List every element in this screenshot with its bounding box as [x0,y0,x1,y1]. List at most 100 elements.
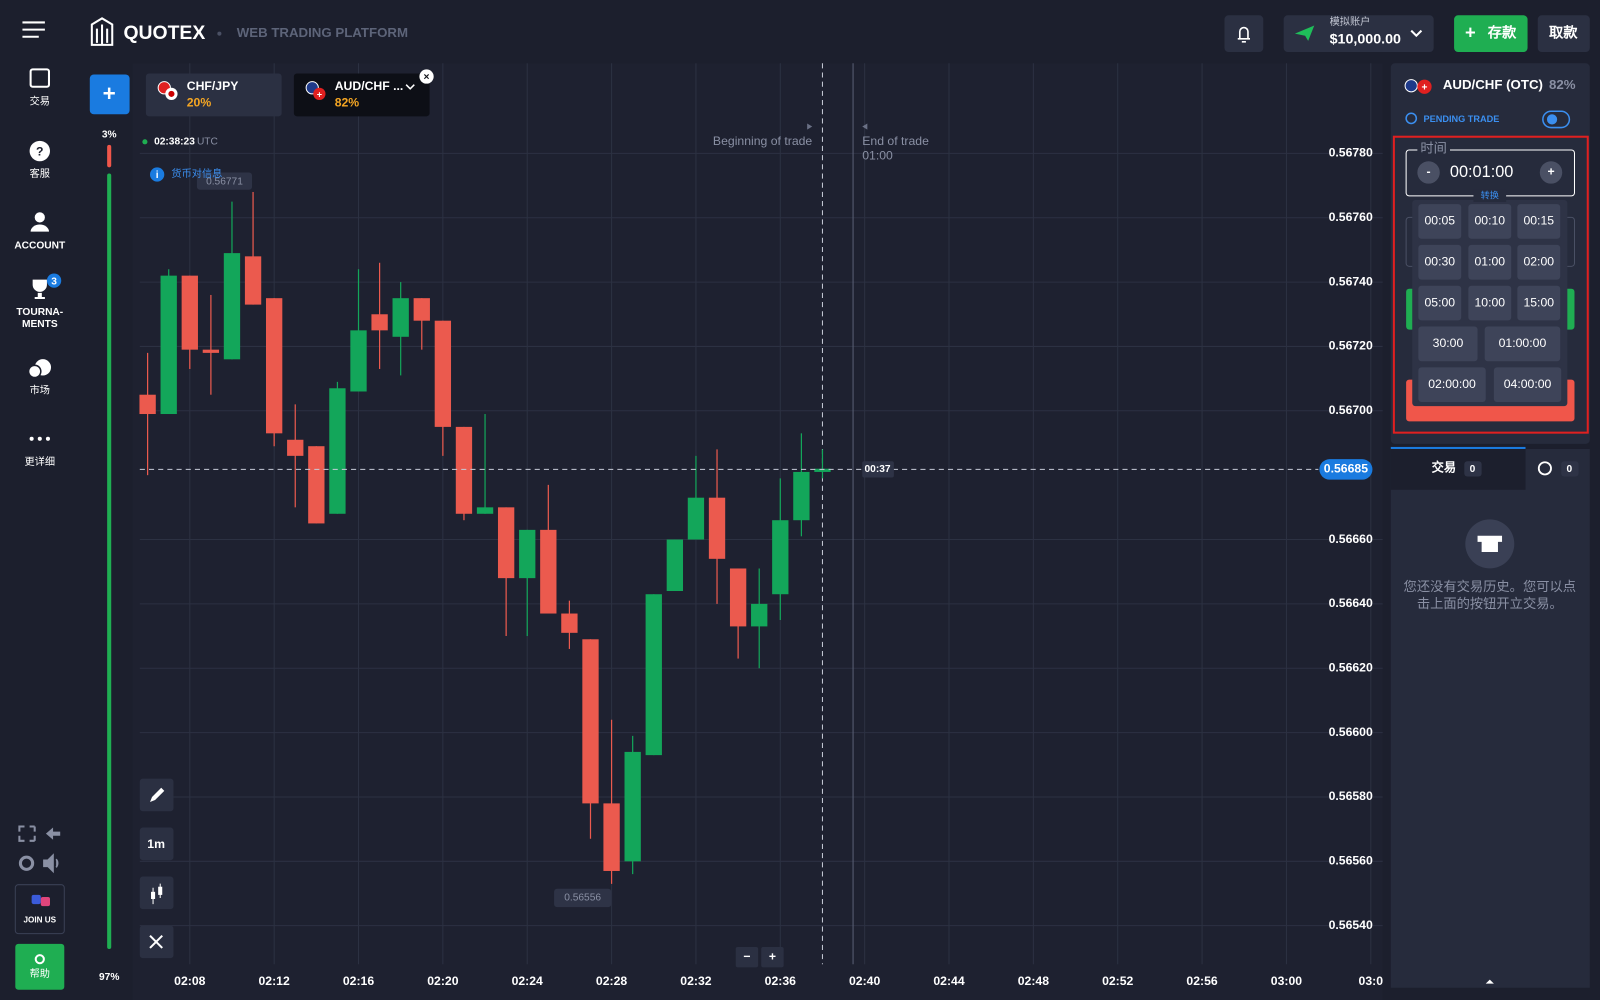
empty-glyph [1477,535,1503,553]
preset-button[interactable] [1493,367,1562,403]
preset-button[interactable] [1468,244,1512,280]
badge [46,273,62,288]
tab-trades[interactable] [1390,448,1526,490]
convert-link[interactable]: 转换 [1481,189,1499,200]
preset-label: 05:00 [1424,295,1455,309]
candle-body [603,803,620,871]
timeframe-button[interactable] [139,827,174,861]
sound-icon[interactable] [43,853,59,874]
arrow-icon [807,123,813,130]
preset-button[interactable] [1418,285,1462,321]
chart-type-button[interactable] [139,876,174,910]
deposit-button[interactable] [1454,15,1528,53]
zoom-in-button[interactable] [761,946,784,968]
more-dot[interactable] [29,436,34,441]
x-tick-label: 02:24 [512,974,543,988]
preset-label: 30:00 [1433,336,1464,350]
asset-tab-active[interactable] [293,73,430,117]
info-icon[interactable] [150,167,165,182]
candle-body [624,751,641,862]
logo-subtitle: WEB TRADING PLATFORM [237,25,408,40]
menu-button[interactable] [22,21,45,38]
expand-icon[interactable] [1485,979,1494,984]
chevron-icon[interactable] [405,84,415,90]
preset-button[interactable] [1418,244,1462,280]
preset-button[interactable] [1418,326,1478,362]
preset-button[interactable] [1517,204,1561,239]
support-icon[interactable] [29,140,50,162]
candle-body [434,320,452,427]
logo-text[interactable]: QUOTEX [123,22,205,44]
settings-icon[interactable] [18,855,35,871]
history-tab-icon[interactable] [1537,461,1552,476]
y-tick-label: 0.56660 [1329,532,1373,546]
low-label: 0.56556 [564,893,601,904]
preset-button[interactable] [1418,204,1462,239]
candle-body [666,539,684,592]
candle-body [223,253,241,360]
logo-icon [90,17,114,46]
pending-toggle[interactable] [1542,110,1571,129]
high-label: 0.56771 [206,176,243,187]
asset-tab[interactable] [145,73,282,117]
preset-button[interactable] [1484,326,1561,362]
asset-payout: 82% [335,95,360,109]
x-tick-label: 02:28 [596,974,627,988]
end-label: End of trade [862,134,929,148]
highlight-box [1392,135,1589,434]
beginning-label: Beginning of trade [713,134,813,148]
account-selector[interactable] [1283,15,1434,53]
close-glyph: × [424,72,430,83]
time-increase-button[interactable] [1539,161,1563,184]
x-tick-label: 02:20 [427,974,458,988]
trade-icon[interactable] [29,68,51,88]
zoom-out-glyph: − [743,949,750,963]
sidebar-label[interactable]: ACCOUNT [14,241,66,252]
fullscreen-icon[interactable] [18,825,36,842]
x-tick-label: 02:08 [174,974,205,988]
join-us-label: JOIN US [23,916,56,925]
withdraw-button[interactable] [1537,15,1590,53]
y-tick-label: 0.56580 [1329,789,1373,803]
x-tick-label: 03:0 [1359,974,1384,988]
close-tab-button[interactable] [419,69,434,84]
join-us-button[interactable] [14,884,65,935]
withdraw-label: 取款 [1549,23,1578,41]
panel-asset: AUD/CHF (OTC) [1443,77,1543,92]
sidebar-label[interactable]: 交易 [30,95,50,108]
back-icon[interactable] [45,827,61,840]
candle-body [729,568,747,627]
trophy-icon[interactable] [32,279,47,299]
account-icon[interactable] [34,212,45,223]
sidebar-label[interactable]: MENTS [22,319,58,330]
sidebar-label[interactable]: 更详细 [25,455,56,468]
current-price: 0.56685 [1324,462,1368,476]
preset-button[interactable] [1517,285,1561,321]
x-tick-label: 02:16 [343,974,374,988]
low-label-box [554,888,612,908]
sidebar-label[interactable]: 客服 [30,167,50,180]
tools-icon [149,934,163,949]
x-tick-label: 02:44 [933,974,964,988]
flag [1417,79,1432,94]
candle-body [160,275,177,415]
time-decrease-button[interactable] [1417,161,1440,184]
preset-button[interactable] [1468,285,1512,321]
add-asset-button[interactable] [89,74,130,115]
timezone: UTC [197,137,218,148]
x-tick-label: 02:32 [680,974,711,988]
asset-info-link[interactable]: 货币对信息 [171,167,222,180]
zoom-out-button[interactable] [735,946,759,968]
time-value[interactable]: 00:01:00 [1450,163,1514,181]
sidebar-label[interactable]: TOURNA- [16,307,63,318]
help-button[interactable] [15,943,65,990]
support-glyph: ? [36,144,43,158]
candle-body [687,497,705,540]
preset-label: 00:30 [1424,254,1455,268]
sidebar-label[interactable]: 市场 [30,384,50,397]
notifications-button[interactable] [1224,15,1264,53]
preset-button[interactable] [1468,204,1512,239]
preset-button[interactable] [1418,367,1486,403]
preset-button[interactable] [1517,244,1561,280]
